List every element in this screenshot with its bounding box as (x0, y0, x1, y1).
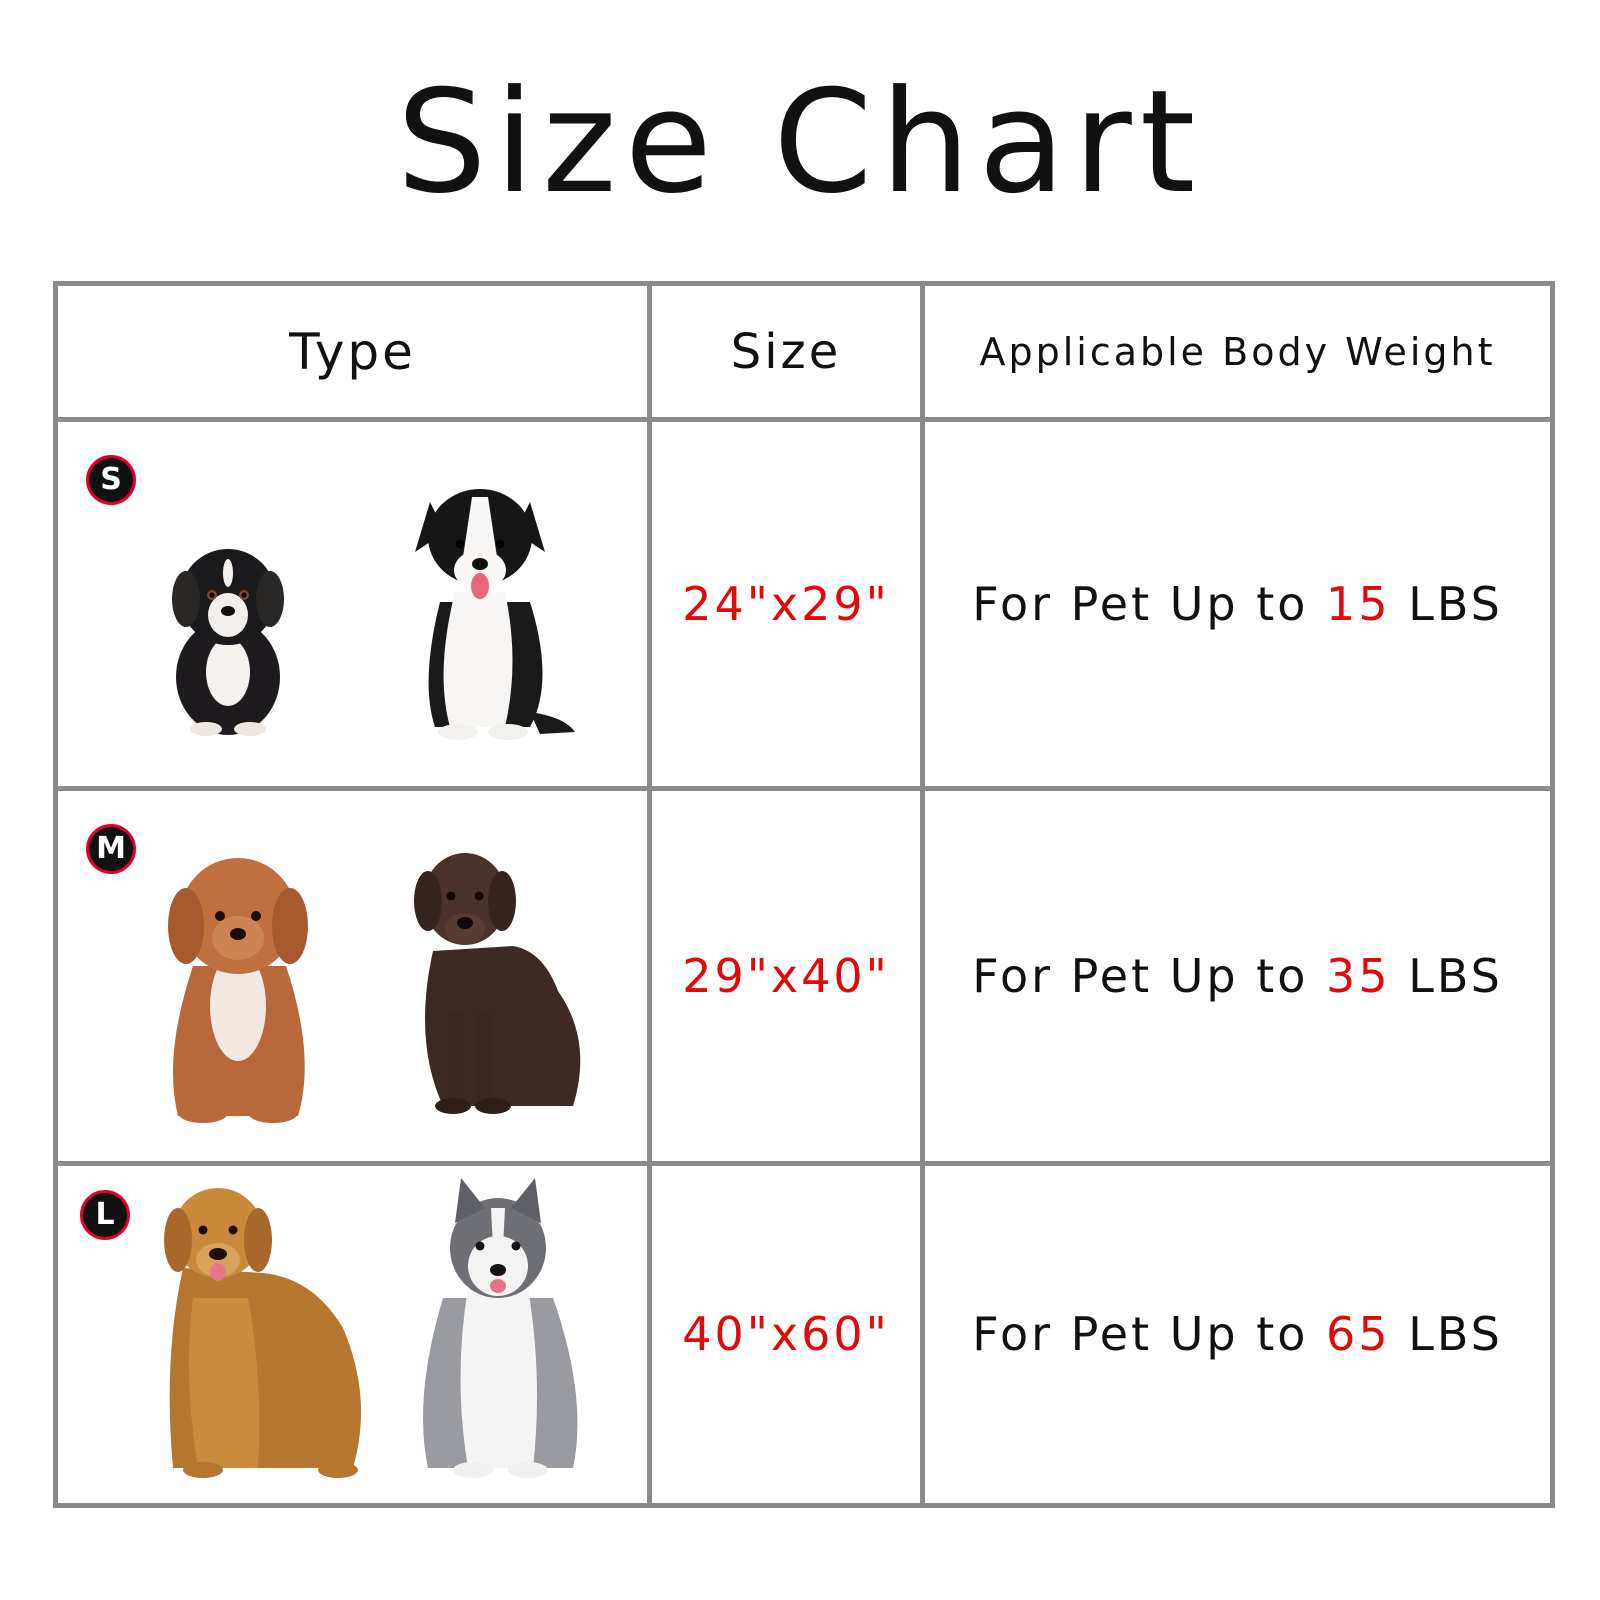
header-type: Type (53, 280, 652, 423)
header-weight: Applicable Body Weight (920, 280, 1555, 423)
size-cell-medium: 29"x40" (647, 786, 925, 1166)
goldendoodle-icon (168, 858, 308, 1124)
header-size: Size (647, 280, 925, 423)
weight-value: 15 (1326, 577, 1391, 632)
weight-unit: LBS (1408, 577, 1503, 632)
page-title: Size Chart (396, 60, 1204, 225)
border-collie-puppy-icon (415, 489, 575, 741)
type-cell-large: L (53, 1160, 652, 1509)
weight-cell-small: For Pet Up to 15 LBS (920, 417, 1555, 792)
header-row: Type Size Applicable Body Weight (53, 280, 1555, 423)
weight-prefix: For Pet Up to (972, 948, 1309, 1003)
chocolate-labrador-icon (414, 853, 581, 1115)
size-cell-large: 40"x60" (647, 1160, 925, 1509)
weight-prefix: For Pet Up to (972, 577, 1309, 632)
table-row: M (53, 786, 1555, 1166)
table-row: L (53, 1160, 1555, 1509)
bernese-puppy-icon (172, 549, 284, 737)
weight-cell-large: For Pet Up to 65 LBS (920, 1160, 1555, 1509)
size-badge-large: L (80, 1189, 130, 1240)
weight-unit: LBS (1408, 948, 1503, 1003)
size-cell-small: 24"x29" (647, 417, 925, 792)
weight-prefix: For Pet Up to (972, 1307, 1309, 1362)
weight-value: 65 (1326, 1307, 1391, 1362)
size-badge-medium: M (86, 824, 136, 875)
size-badge-small: S (86, 455, 136, 506)
weight-value: 35 (1326, 948, 1391, 1003)
type-cell-small: S (53, 417, 652, 792)
type-cell-medium: M (53, 786, 652, 1166)
weight-cell-medium: For Pet Up to 35 LBS (920, 786, 1555, 1166)
golden-retriever-icon (164, 1187, 361, 1478)
size-chart-table: Type Size Applicable Body Weight S (53, 280, 1555, 1509)
husky-icon (423, 1177, 578, 1478)
weight-unit: LBS (1408, 1307, 1503, 1362)
table-row: S (53, 417, 1555, 792)
